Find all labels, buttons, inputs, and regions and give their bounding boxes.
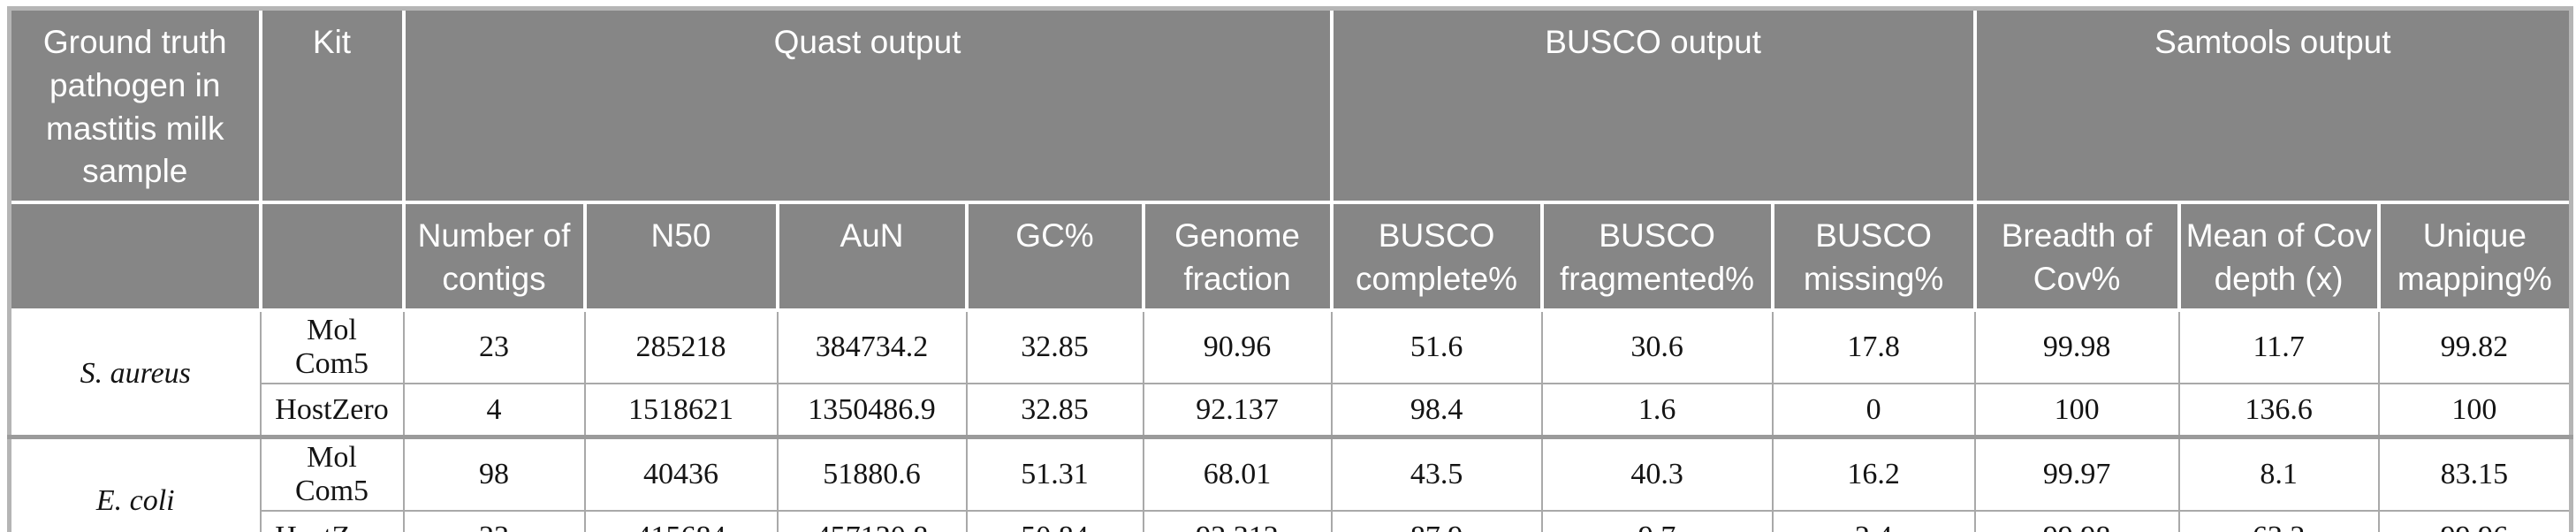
- data-cell: 92.312: [1142, 510, 1333, 532]
- data-cell: 9.7: [1540, 510, 1774, 532]
- header-unique-mapping: Unique mapping%: [2376, 201, 2573, 312]
- table-row-e-coli-hostzero: HostZero 23 415684 457120.8 50.84 92.312…: [10, 510, 2572, 532]
- data-cell: 30.6: [1540, 308, 1774, 384]
- header-pathogen: Ground truth pathogen in mastitis milk s…: [7, 6, 262, 205]
- kit-cell: Mol Com5: [259, 435, 405, 513]
- kit-cell: Mol Com5: [259, 308, 405, 384]
- data-cell: 51.31: [965, 435, 1144, 513]
- data-cell: 99.98: [1973, 308, 2180, 384]
- data-cell: 90.96: [1142, 308, 1333, 384]
- data-cell: 8.1: [2177, 435, 2380, 513]
- data-cell: 136.6: [2177, 382, 2380, 438]
- data-cell: 32.85: [965, 308, 1144, 384]
- data-cell: 83.15: [2377, 435, 2572, 513]
- header-mean-cov-depth: Mean of Cov depth (x): [2177, 201, 2381, 312]
- data-cell: 87.9: [1330, 510, 1543, 532]
- data-cell: 99.97: [1973, 435, 2180, 513]
- header-breadth-of-cov: Breadth of Cov%: [1972, 201, 2181, 312]
- data-cell: 17.8: [1771, 308, 1976, 384]
- data-cell: 23: [402, 510, 586, 532]
- header-busco-complete: BUSCO complete%: [1329, 201, 1544, 312]
- kit-cell: HostZero: [259, 510, 405, 532]
- data-cell: 51880.6: [776, 435, 968, 513]
- data-cell: 2.4: [1771, 510, 1976, 532]
- data-cell: 100: [1973, 382, 2180, 438]
- data-cell: 11.7: [2177, 308, 2380, 384]
- header-busco-missing: BUSCO missing%: [1770, 201, 1977, 312]
- data-cell: 16.2: [1771, 435, 1976, 513]
- table-row-s-aureus-hostzero: HostZero 4 1518621 1350486.9 32.85 92.13…: [10, 382, 2572, 438]
- data-cell: 1350486.9: [776, 382, 968, 438]
- data-cell: 99.98: [1973, 510, 2180, 532]
- header-spacer-kit: [258, 201, 406, 312]
- header-group-samtools: Samtools output: [1972, 6, 2573, 205]
- data-cell: 98: [402, 435, 586, 513]
- data-cell: 0: [1771, 382, 1976, 438]
- data-cell: 285218: [583, 308, 779, 384]
- data-cell: 99.82: [2377, 308, 2572, 384]
- data-cell: 384734.2: [776, 308, 968, 384]
- table-row-s-aureus-molcom5: S. aureus Mol Com5 23 285218 384734.2 32…: [8, 308, 2572, 438]
- data-cell: 92.137: [1142, 382, 1333, 438]
- header-column-row: Number of contigs N50 AuN GC% Genome fra…: [7, 201, 2573, 312]
- data-cell: 32.85: [965, 382, 1144, 438]
- header-genome-fraction: Genome fraction: [1141, 201, 1334, 312]
- data-cell: 100: [2377, 382, 2572, 438]
- data-cell: 51.6: [1330, 308, 1543, 384]
- header-busco-fragmented: BUSCO fragmented%: [1539, 201, 1774, 312]
- data-cell: 63.2: [2177, 510, 2380, 532]
- data-cell: 43.5: [1330, 435, 1543, 513]
- data-cell: 40.3: [1540, 435, 1774, 513]
- header-group-busco: BUSCO output: [1329, 6, 1977, 205]
- data-cell: 1518621: [583, 382, 779, 438]
- header-n50: N50: [582, 201, 779, 312]
- data-cell: 23: [402, 308, 586, 384]
- table-row-e-coli-molcom5: E. coli Mol Com5 98 40436 51880.6 51.31 …: [8, 435, 2572, 532]
- data-cell: 50.84: [965, 510, 1144, 532]
- kit-cell: HostZero: [259, 382, 405, 438]
- header-number-of-contigs: Number of contigs: [401, 201, 587, 312]
- pathogen-cell-s-aureus: S. aureus: [8, 308, 262, 438]
- data-cell: 98.4: [1330, 382, 1543, 438]
- pathogen-cell-e-coli: E. coli: [8, 435, 262, 532]
- data-cell: 99.96: [2377, 510, 2572, 532]
- data-cell: 457120.8: [776, 510, 968, 532]
- data-cell: 1.6: [1540, 382, 1774, 438]
- table-body: S. aureus Mol Com5 23 285218 384734.2 32…: [8, 308, 2572, 532]
- header-gc-percent: GC%: [964, 201, 1145, 312]
- data-cell: 68.01: [1142, 435, 1333, 513]
- data-cell: 4: [402, 382, 586, 438]
- assembly-quality-table: Ground truth pathogen in mastitis milk s…: [7, 6, 2574, 532]
- header-group-row: Ground truth pathogen in mastitis milk s…: [7, 6, 2573, 205]
- table-header: Ground truth pathogen in mastitis milk s…: [7, 6, 2573, 312]
- data-cell: 40436: [583, 435, 779, 513]
- header-aun: AuN: [775, 201, 969, 312]
- header-group-quast: Quast output: [401, 6, 1334, 205]
- header-spacer-pathogen: [7, 201, 262, 312]
- data-cell: 415684: [583, 510, 779, 532]
- header-kit: Kit: [258, 6, 406, 205]
